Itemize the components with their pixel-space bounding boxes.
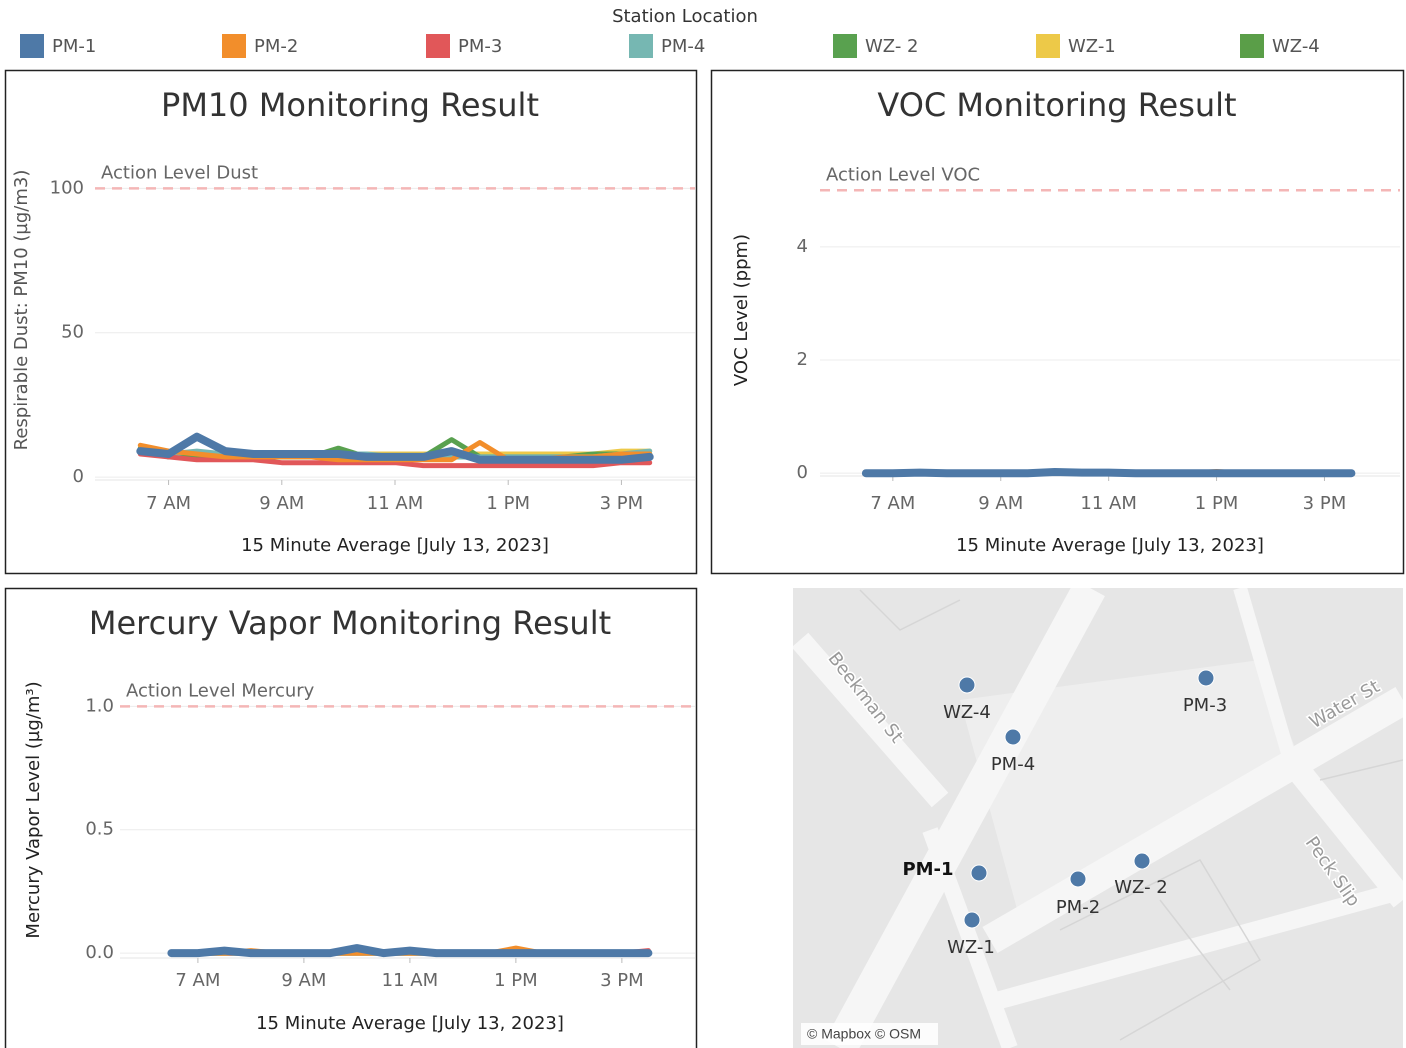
x-tick-label: 1 PM bbox=[1195, 493, 1239, 514]
x-tick-label: 7 AM bbox=[870, 493, 915, 514]
legend-label: PM-1 bbox=[52, 36, 96, 57]
x-tick-label: 11 AM bbox=[367, 493, 423, 514]
chart-panel: PM10 Monitoring Result 0 50 100 7 AM 9 AM 11 A… bbox=[6, 71, 697, 574]
legend-label: PM-2 bbox=[254, 36, 298, 57]
chart-panel: Mercury Vapor Monitoring Result 0.0 0.5 1.0… bbox=[6, 589, 697, 1048]
x-tick-label: 1 PM bbox=[494, 970, 538, 991]
series-line bbox=[171, 948, 648, 953]
legend-label: WZ-1 bbox=[1068, 36, 1116, 57]
x-tick-label: 9 AM bbox=[259, 493, 304, 514]
legend-title: Station Location bbox=[612, 6, 758, 27]
panel-border bbox=[6, 71, 697, 574]
attribution: © Mapbox © OSM bbox=[807, 1026, 921, 1042]
y-tick-label: 1.0 bbox=[85, 695, 114, 716]
reference-label: Action Level VOC bbox=[826, 164, 980, 185]
legend-swatch bbox=[20, 34, 44, 58]
x-axis-title: 15 Minute Average [July 13, 2023] bbox=[241, 535, 549, 556]
panel-border bbox=[712, 71, 1404, 574]
station-dot[interactable] bbox=[971, 865, 987, 881]
station-label: PM-2 bbox=[1056, 897, 1100, 918]
legend-label: PM-4 bbox=[661, 36, 705, 57]
y-tick-label: 0 bbox=[73, 466, 84, 487]
x-tick-label: 9 AM bbox=[281, 970, 326, 991]
station-dot[interactable] bbox=[1134, 853, 1150, 869]
legend-label: PM-3 bbox=[458, 36, 502, 57]
station-dot[interactable] bbox=[1005, 729, 1021, 745]
series-line bbox=[866, 472, 1352, 473]
x-tick-label: 1 PM bbox=[486, 493, 530, 514]
y-tick-label: 0.5 bbox=[85, 819, 114, 840]
x-tick-label: 9 AM bbox=[978, 493, 1023, 514]
station-dot[interactable] bbox=[1070, 871, 1086, 887]
x-tick-label: 7 AM bbox=[146, 493, 191, 514]
x-tick-label: 3 PM bbox=[600, 970, 644, 991]
legend-swatch bbox=[629, 34, 653, 58]
legend-swatch bbox=[426, 34, 450, 58]
station-label: WZ- 2 bbox=[1114, 877, 1167, 898]
chart-title: PM10 Monitoring Result bbox=[161, 86, 539, 124]
station-dot[interactable] bbox=[1198, 670, 1214, 686]
legend-swatch bbox=[1240, 34, 1264, 58]
x-axis-title: 15 Minute Average [July 13, 2023] bbox=[956, 535, 1264, 556]
station-label: WZ-4 bbox=[943, 702, 991, 723]
station-dot[interactable] bbox=[964, 912, 980, 928]
y-tick-label: 2 bbox=[797, 349, 808, 370]
station-label: PM-4 bbox=[991, 754, 1035, 775]
reference-label: Action Level Dust bbox=[101, 162, 258, 183]
station-label: PM-1 bbox=[902, 859, 953, 880]
chart-panel: VOC Monitoring Result 0 2 4 7 AM 9 AM 11 AM 1 P… bbox=[712, 71, 1404, 574]
reference-label: Action Level Mercury bbox=[126, 680, 315, 701]
y-tick-label: 50 bbox=[61, 322, 84, 343]
map: Beekman St Water St Peck Slip WZ-4 PM-4 … bbox=[793, 588, 1403, 1048]
legend-swatch bbox=[1036, 34, 1060, 58]
station-label: WZ-1 bbox=[947, 937, 995, 958]
dashboard: Station Location Beekman St Water St Pec… bbox=[0, 0, 1406, 1048]
y-axis-title: VOC Level (ppm) bbox=[731, 234, 752, 386]
y-tick-label: 0 bbox=[797, 462, 808, 483]
x-tick-label: 11 AM bbox=[382, 970, 438, 991]
y-tick-label: 100 bbox=[50, 177, 84, 198]
y-axis-title: Mercury Vapor Level (µg/m³) bbox=[23, 681, 44, 938]
y-tick-label: 4 bbox=[797, 236, 808, 257]
x-tick-label: 3 PM bbox=[1303, 493, 1347, 514]
x-tick-label: 3 PM bbox=[600, 493, 644, 514]
x-tick-label: 7 AM bbox=[175, 970, 220, 991]
legend-swatch bbox=[222, 34, 246, 58]
legend-label: WZ- 2 bbox=[865, 36, 918, 57]
x-tick-label: 11 AM bbox=[1080, 493, 1136, 514]
chart-title: VOC Monitoring Result bbox=[877, 86, 1236, 124]
y-tick-label: 0.0 bbox=[85, 942, 114, 963]
page: Station Location Beekman St Water St Pec… bbox=[0, 0, 1406, 1048]
x-axis-title: 15 Minute Average [July 13, 2023] bbox=[256, 1013, 564, 1034]
y-axis-title: Respirable Dust: PM10 (µg/m3) bbox=[11, 170, 32, 451]
chart-title: Mercury Vapor Monitoring Result bbox=[89, 604, 611, 642]
legend-label: WZ-4 bbox=[1272, 36, 1320, 57]
station-dot[interactable] bbox=[959, 677, 975, 693]
legend-swatch bbox=[833, 34, 857, 58]
station-label: PM-3 bbox=[1183, 695, 1227, 716]
